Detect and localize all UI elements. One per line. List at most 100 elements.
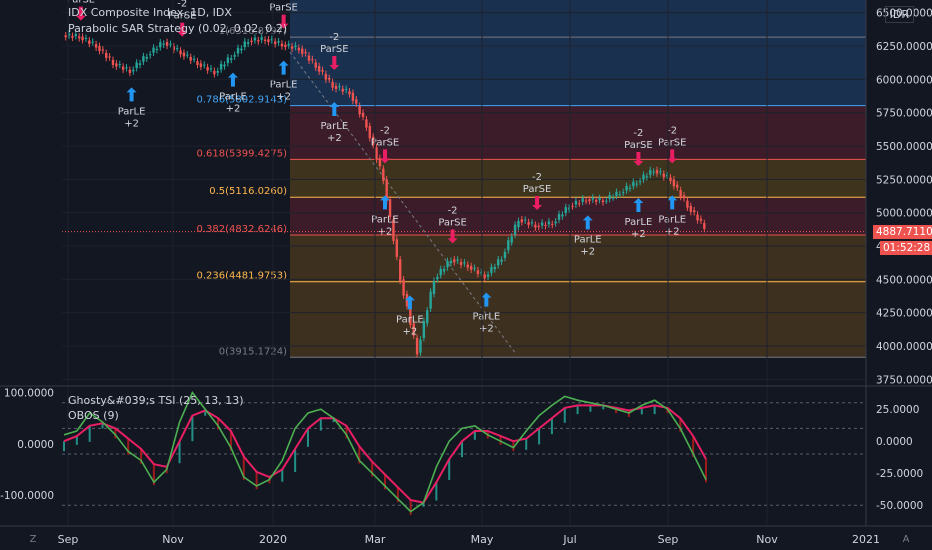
signal-name-label: ParLE [574, 234, 602, 245]
candle [655, 170, 659, 174]
fib-zone [290, 281, 866, 358]
candle [368, 126, 371, 139]
long-arrow-icon [329, 102, 340, 116]
candle [665, 175, 669, 177]
candle [547, 221, 551, 225]
candle [581, 198, 584, 202]
fib-level-label: 0.5(5116.0260) [209, 186, 287, 197]
candle [138, 63, 142, 65]
candle [551, 223, 554, 225]
candle [415, 338, 419, 355]
time-tick-label: Sep [58, 533, 79, 546]
candle [189, 56, 192, 61]
candle [557, 214, 561, 220]
candle [91, 41, 94, 43]
short-arrow-icon [633, 152, 644, 166]
candle [78, 36, 81, 39]
candle [152, 47, 155, 53]
candle [598, 198, 601, 201]
candle [132, 69, 135, 72]
candle [223, 64, 226, 67]
candle [165, 42, 169, 46]
signal-name-label: ParLE [473, 312, 501, 323]
candle [334, 86, 338, 89]
candle [297, 47, 301, 51]
candle [622, 192, 625, 194]
candle [84, 38, 88, 39]
fib-level-label: 0(3915.1724) [219, 346, 287, 357]
long-arrow-icon [633, 198, 644, 212]
long-arrow-icon [278, 60, 289, 75]
candle [578, 203, 581, 205]
time-tick-label: Sep [658, 533, 679, 546]
candle [615, 191, 618, 196]
candle [378, 158, 382, 167]
candle [263, 39, 267, 41]
candle [419, 339, 422, 353]
candle [426, 310, 429, 324]
candle [270, 39, 274, 41]
candle [344, 88, 348, 90]
candle [503, 251, 507, 258]
candle [689, 206, 692, 212]
candle [358, 106, 361, 115]
long-arrow-icon [481, 292, 492, 307]
candle [182, 52, 186, 57]
candle [483, 274, 486, 279]
candle [135, 62, 138, 69]
osc-right-tick: 0.0000 [876, 436, 913, 448]
candle [111, 59, 115, 65]
fib-zone [290, 159, 866, 198]
short-arrow-icon [447, 229, 458, 244]
candle [341, 88, 344, 92]
signal-name-label: ParSE [624, 140, 653, 151]
signal-qty-label: -2 [532, 172, 542, 183]
candle [584, 200, 588, 202]
candle [638, 181, 642, 183]
zoom-button[interactable]: Z [29, 533, 37, 545]
signal-name-label: ParSE [320, 44, 349, 55]
candle [226, 57, 230, 64]
candle [507, 240, 510, 251]
candle [409, 308, 412, 325]
candle [108, 56, 111, 58]
oscillator-pane[interactable] [62, 391, 866, 515]
candle [121, 66, 125, 70]
candle [233, 55, 236, 57]
candle [611, 197, 615, 199]
candle [260, 37, 263, 40]
short-arrow-icon [278, 14, 289, 29]
candle [429, 291, 432, 309]
candle [351, 92, 355, 101]
candle [513, 224, 517, 235]
time-tick-label: Mar [365, 533, 386, 546]
candle [67, 33, 71, 36]
candle [399, 259, 402, 281]
price-tick-label: 5750.0000 [876, 108, 932, 120]
candle [290, 46, 294, 49]
candle [192, 58, 196, 60]
candle [304, 52, 307, 54]
candle [692, 210, 696, 213]
signal-qty-label: +2 [403, 326, 418, 337]
signal-name-label: ParLE [270, 80, 298, 91]
obos-legend: OBOS (9) [68, 409, 119, 422]
candle [524, 219, 527, 221]
candle [301, 48, 304, 54]
auto-scale-button[interactable]: A [902, 533, 910, 545]
candle [246, 42, 250, 44]
time-tick-label: 2021 [852, 533, 880, 546]
candle [317, 66, 321, 72]
signal-qty-label: +2 [124, 118, 139, 129]
candle [219, 63, 223, 70]
candle [257, 40, 260, 42]
candle [142, 56, 145, 62]
signal-qty-label: +2 [580, 246, 595, 257]
signal-qty-label: -2 [667, 125, 677, 136]
currency-label[interactable]: IDR [884, 6, 914, 23]
candle [115, 63, 118, 67]
candle [500, 259, 503, 262]
candle [480, 272, 483, 274]
